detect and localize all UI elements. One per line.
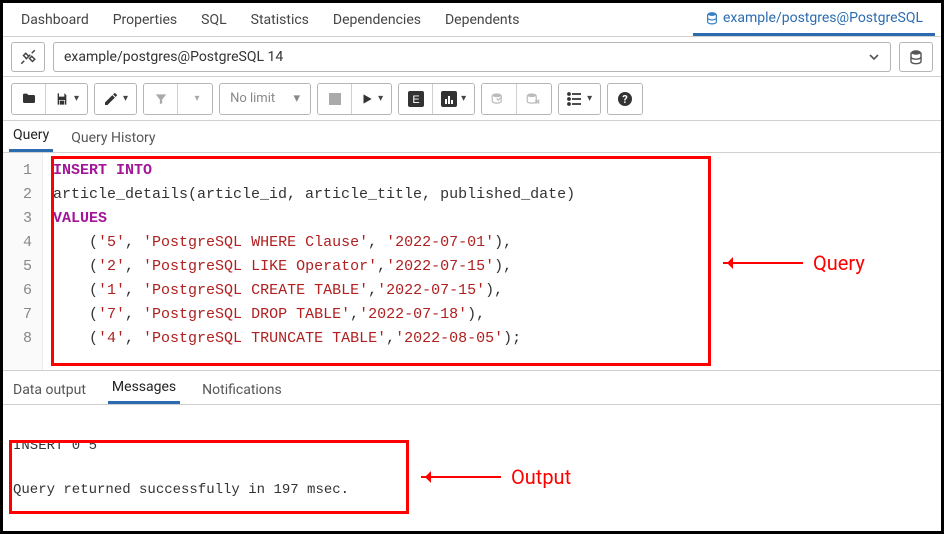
- svg-text:?: ?: [622, 93, 628, 106]
- line-gutter: 12345678: [3, 153, 43, 370]
- toolbar: ▾ ▾ ▾ No limit ▾ ▾ E: [3, 77, 941, 121]
- open-file-button[interactable]: [12, 84, 46, 114]
- explain-button[interactable]: E: [399, 84, 433, 114]
- svg-text:E: E: [412, 94, 419, 106]
- connection-label: example/postgres@PostgreSQL 14: [64, 49, 283, 65]
- chevron-down-icon: ▾: [195, 93, 200, 104]
- chevron-down-icon: ▾: [461, 93, 466, 104]
- tab-sql[interactable]: SQL: [189, 3, 238, 36]
- explain-icon: E: [408, 91, 424, 107]
- explain-analyze-button[interactable]: ▾: [433, 84, 474, 114]
- tab-data-output[interactable]: Data output: [9, 376, 90, 404]
- tab-dependents[interactable]: Dependents: [433, 3, 531, 36]
- messages-panel: INSERT 0 5 Query returned successfully i…: [3, 405, 941, 525]
- tab-query[interactable]: Query: [9, 121, 53, 152]
- tab-query-history[interactable]: Query History: [67, 124, 159, 152]
- limit-label: No limit: [230, 91, 275, 106]
- tab-dashboard[interactable]: Dashboard: [9, 3, 101, 36]
- connection-row: example/postgres@PostgreSQL 14: [3, 37, 941, 77]
- folder-icon: [21, 91, 37, 107]
- list-icon: [567, 92, 583, 106]
- chevron-down-icon: ▾: [587, 93, 592, 104]
- chevron-down-icon: ▾: [123, 93, 128, 104]
- tab-messages[interactable]: Messages: [108, 373, 180, 404]
- chevron-down-icon: ▾: [378, 93, 383, 104]
- commit-icon: [490, 91, 508, 107]
- filter-dropdown-button[interactable]: ▾: [178, 84, 212, 114]
- disconnect-button[interactable]: [11, 42, 45, 72]
- connection-select[interactable]: example/postgres@PostgreSQL 14: [53, 42, 891, 72]
- tab-statistics[interactable]: Statistics: [239, 3, 321, 36]
- output-tabs: Data output Messages Notifications: [3, 371, 941, 405]
- stop-button[interactable]: [318, 84, 352, 114]
- tab-query-tool-label: example/postgres@PostgreSQL: [723, 10, 923, 26]
- help-button[interactable]: ?: [608, 84, 642, 114]
- stop-icon: [329, 93, 341, 105]
- database-icon: [908, 49, 924, 65]
- save-button[interactable]: ▾: [46, 84, 87, 114]
- save-icon: [54, 91, 70, 107]
- analyze-icon: [441, 91, 457, 107]
- unplug-icon: [19, 48, 37, 66]
- sql-editor[interactable]: 12345678 INSERT INTOarticle_details(arti…: [3, 153, 941, 371]
- tab-dependencies[interactable]: Dependencies: [321, 3, 433, 36]
- code-area[interactable]: INSERT INTOarticle_details(article_id, a…: [43, 153, 941, 370]
- limit-select[interactable]: No limit ▾: [220, 84, 310, 114]
- chevron-down-icon: ▾: [294, 91, 301, 106]
- tab-query-tool[interactable]: example/postgres@PostgreSQL: [693, 3, 935, 36]
- filter-icon: [154, 92, 168, 106]
- filter-button[interactable]: [144, 84, 178, 114]
- pencil-icon: [103, 91, 119, 107]
- message-line: INSERT 0 5: [13, 438, 97, 454]
- rollback-button[interactable]: [517, 84, 551, 114]
- help-icon: ?: [617, 91, 633, 107]
- editor-tabs: Query Query History: [3, 121, 941, 153]
- chevron-down-icon: ▾: [74, 93, 79, 104]
- play-icon: [360, 92, 374, 106]
- tab-notifications[interactable]: Notifications: [198, 376, 286, 404]
- rollback-icon: [525, 91, 543, 107]
- message-line: Query returned successfully in 197 msec.: [13, 482, 349, 498]
- database-icon: [705, 11, 719, 25]
- run-button[interactable]: ▾: [352, 84, 391, 114]
- edit-button[interactable]: ▾: [95, 84, 136, 114]
- tab-properties[interactable]: Properties: [101, 3, 189, 36]
- commit-button[interactable]: [482, 84, 517, 114]
- chevron-down-icon: [868, 51, 880, 63]
- new-connection-button[interactable]: [899, 42, 933, 72]
- main-nav-tabs: Dashboard Properties SQL Statistics Depe…: [3, 3, 941, 37]
- macros-button[interactable]: ▾: [559, 84, 600, 114]
